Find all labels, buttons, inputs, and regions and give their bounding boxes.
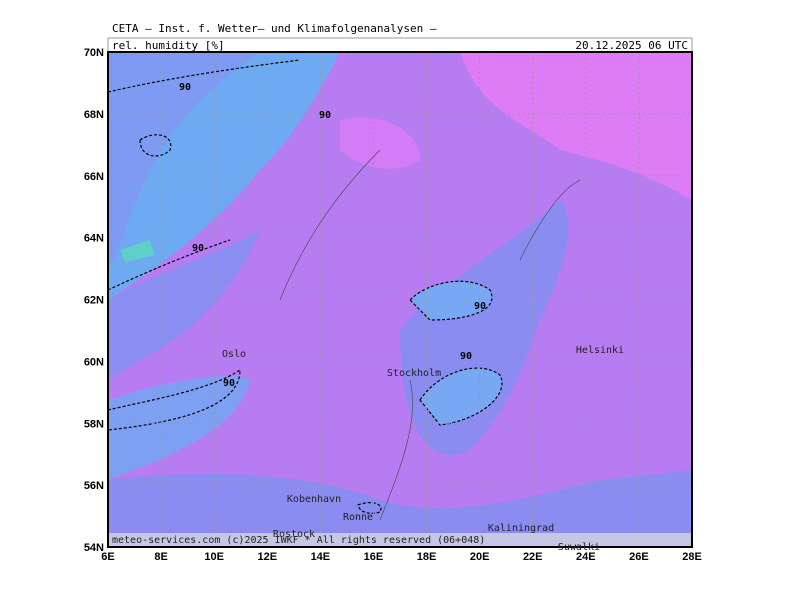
place-label: Kaliningrad (488, 523, 554, 534)
lon-label: 14E (311, 551, 331, 563)
lat-label: 54N (84, 542, 104, 554)
lat-label: 58N (84, 418, 104, 430)
lon-label: 26E (629, 551, 649, 563)
footer: meteo-services.com (c)2025 IWKF * All ri… (112, 535, 485, 546)
lat-label: 56N (84, 480, 104, 492)
lon-label: 16E (364, 551, 384, 563)
lon-label: 18E (417, 551, 437, 563)
lon-label: 10E (204, 551, 224, 563)
lat-label: 62N (84, 295, 104, 307)
lon-label: 28E (682, 551, 702, 563)
place-label: Suwalki (558, 542, 600, 553)
place-label: Rostock (273, 529, 315, 540)
lon-label: 8E (154, 551, 167, 563)
header-title: CETA — Inst. f. Wetter— und Klimafolgena… (112, 22, 437, 35)
lon-label: 22E (523, 551, 543, 563)
map-area (108, 52, 692, 547)
place-label: Stockholm (387, 368, 441, 379)
contour-label: 90 (179, 82, 191, 93)
place-label: Helsinki (576, 345, 624, 356)
contour-label: 90 (223, 378, 235, 389)
place-label: Kobenhavn (287, 494, 341, 505)
lat-label: 68N (84, 109, 104, 121)
map-frame (107, 51, 693, 548)
contour-label: 90 (319, 110, 331, 121)
lon-label: 24E (576, 551, 596, 563)
contour-label: 90 (460, 351, 472, 362)
lat-label: 70N (84, 47, 104, 59)
lat-label: 66N (84, 171, 104, 183)
valid-time: 20.12.2025 06 UTC (575, 39, 688, 52)
lat-label: 60N (84, 356, 104, 368)
lat-label: 64N (84, 233, 104, 245)
place-label: Ronne (343, 512, 373, 523)
place-label: Oslo (222, 349, 246, 360)
variable-label: rel. humidity [%] (112, 39, 225, 52)
lon-label: 20E (470, 551, 490, 563)
contour-label: 90 (192, 243, 204, 254)
lon-label: 6E (101, 551, 114, 563)
contour-label: 90 (474, 301, 486, 312)
lon-label: 12E (257, 551, 277, 563)
